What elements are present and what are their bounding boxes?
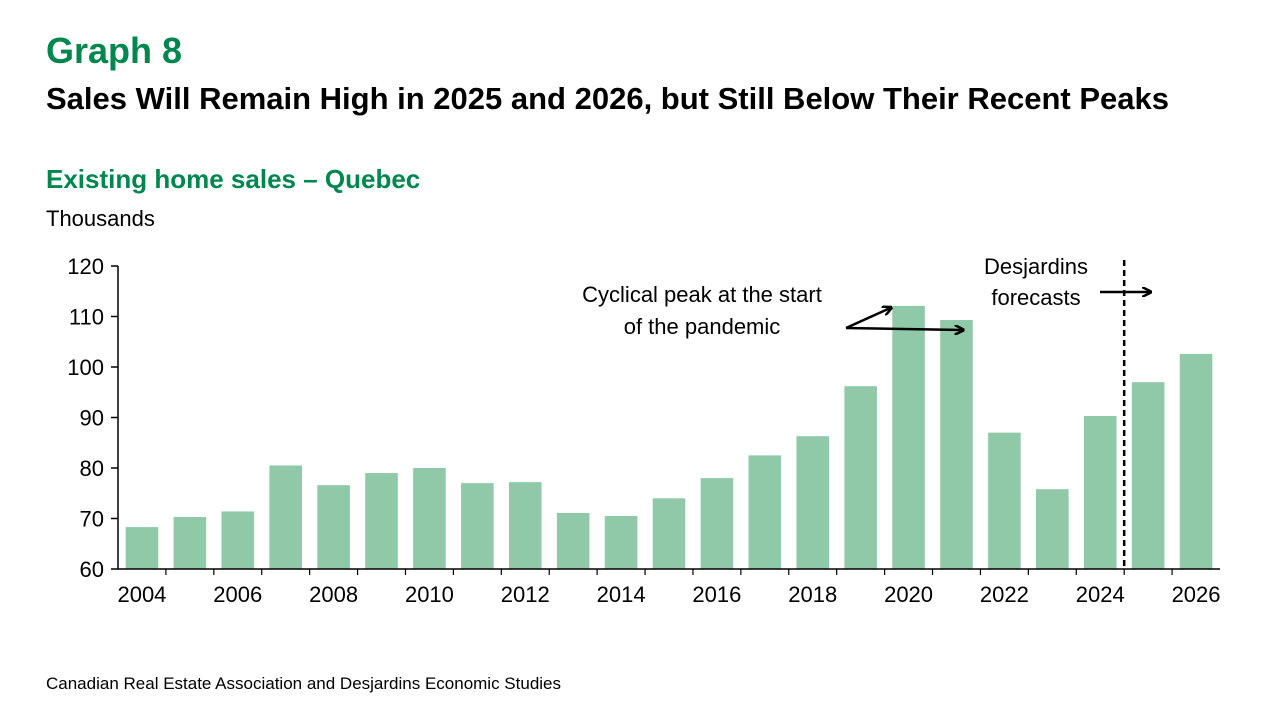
bar-2011 — [461, 483, 494, 569]
bar-2019 — [844, 386, 877, 569]
bar-2015 — [652, 498, 686, 569]
x-tick-label-2020: 2020 — [884, 582, 933, 607]
peak-annotation-line1: Cyclical peak at the start — [582, 282, 822, 307]
bars-group — [125, 305, 1213, 569]
bar-2010 — [413, 468, 446, 569]
bar-2012 — [508, 482, 542, 569]
x-tick-label-2004: 2004 — [117, 582, 166, 607]
x-tick-label-2014: 2014 — [597, 582, 646, 607]
x-tick-label-2018: 2018 — [788, 582, 837, 607]
annotations-group: Cyclical peak at the start of the pandem… — [582, 254, 1150, 569]
bar-2014 — [604, 515, 638, 569]
graph-number: Graph 8 — [46, 30, 183, 71]
y-tick-label-60: 60 — [80, 557, 104, 582]
bar-2007 — [269, 465, 302, 569]
y-tick-label-70: 70 — [80, 507, 104, 532]
chart-subtitle: Existing home sales – Quebec — [46, 164, 421, 194]
x-tick-label-2016: 2016 — [692, 582, 741, 607]
bar-2009 — [365, 473, 398, 569]
chart-title: Sales Will Remain High in 2025 and 2026,… — [46, 81, 1169, 116]
y-tick-label-110: 110 — [69, 305, 104, 330]
axes-group: 60 70 80 90 100 110 120 2004 2006 2008 2010 2012 201… — [67, 254, 1220, 607]
forecast-annotation-line2: forecasts — [991, 285, 1080, 310]
bar-2018 — [796, 436, 830, 569]
x-tick-label-2024: 2024 — [1076, 582, 1125, 607]
bar-2025 — [1131, 382, 1165, 569]
bar-2005 — [173, 516, 207, 569]
x-tick-label-2012: 2012 — [501, 582, 550, 607]
y-tick-label-100: 100 — [67, 355, 104, 380]
y-unit-label: Thousands — [46, 206, 155, 231]
bar-2023 — [1036, 489, 1069, 569]
peak-arrow-2021 — [845, 328, 962, 330]
peak-annotation-line2: of the pandemic — [624, 314, 781, 339]
bar-2006 — [221, 511, 255, 569]
bar-2022 — [988, 432, 1021, 569]
x-tick-label-2026: 2026 — [1172, 582, 1221, 607]
y-tick-label-90: 90 — [80, 406, 104, 431]
x-tick-label-2008: 2008 — [309, 582, 358, 607]
x-tick-label-2010: 2010 — [405, 582, 454, 607]
peak-arrow-2020 — [845, 308, 891, 330]
bar-2020 — [892, 305, 925, 569]
bar-2026 — [1179, 353, 1213, 569]
x-tick-label-2022: 2022 — [980, 582, 1029, 607]
bar-2013 — [556, 512, 590, 569]
forecast-annotation-line1: Desjardins — [984, 254, 1088, 279]
bar-2008 — [317, 485, 350, 569]
bar-2004 — [125, 527, 159, 569]
y-tick-label-120: 120 — [67, 254, 104, 279]
x-tick-label-2006: 2006 — [213, 582, 262, 607]
source-note: Canadian Real Estate Association and Des… — [46, 674, 562, 693]
bar-2024 — [1083, 415, 1117, 569]
bar-2016 — [700, 478, 734, 569]
y-tick-label-80: 80 — [80, 456, 104, 481]
bar-2017 — [748, 455, 782, 569]
bar-2021 — [940, 320, 973, 569]
